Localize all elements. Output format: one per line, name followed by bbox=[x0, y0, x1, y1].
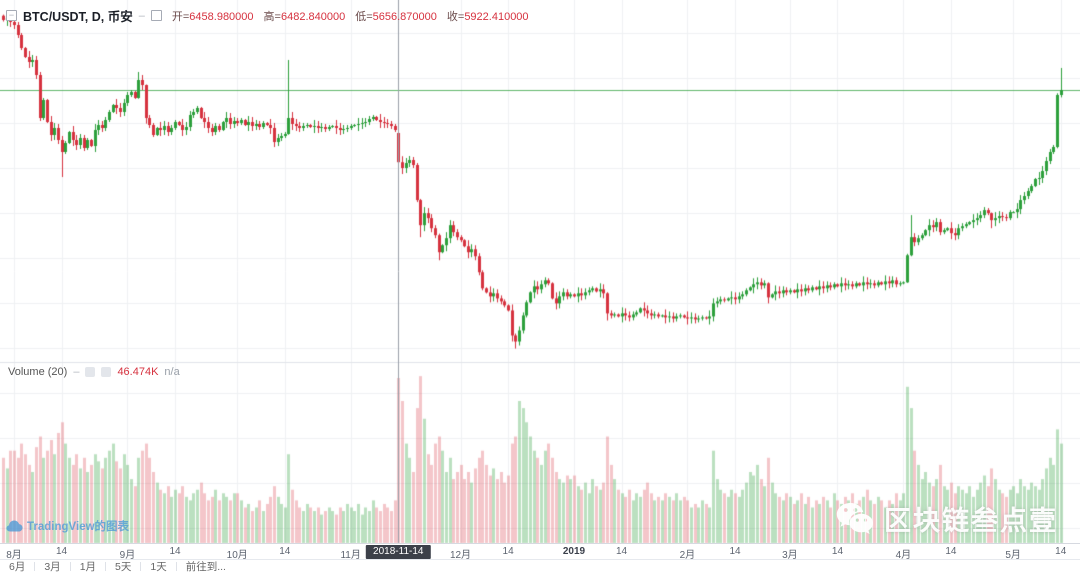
open-value: 6458.980000 bbox=[189, 10, 254, 23]
ohlc-readout: 开=6458.980000 高=6482.840000 低=5656.87000… bbox=[172, 8, 529, 24]
tradingview-logo-icon bbox=[6, 520, 23, 532]
time-tick: 14 bbox=[831, 546, 844, 557]
high-value: 6482.840000 bbox=[280, 10, 346, 23]
time-tick: 14 bbox=[729, 546, 741, 557]
time-tick: 14 bbox=[502, 546, 514, 557]
symbol-legend: − BTC/USDT, D, 币安 – 开=6458.980000 高=6482… bbox=[6, 6, 529, 25]
volume-legend: Volume (20) – 46.474K n/a bbox=[8, 366, 180, 378]
tradingview-attribution-text: TradingView的图表 bbox=[27, 521, 130, 533]
toolbar-separator bbox=[140, 562, 142, 571]
volume-dash: – bbox=[73, 366, 80, 378]
time-tick: 2019 bbox=[562, 546, 586, 557]
time-tick: 8月 bbox=[6, 550, 22, 561]
time-tick: 9月 bbox=[119, 550, 136, 561]
range-1m[interactable]: 1月 bbox=[79, 561, 97, 572]
wechat-watermark-text: 区块链叁点壹 bbox=[884, 506, 1058, 536]
collapse-pane-icon[interactable]: − bbox=[6, 10, 17, 21]
range-toolbar: 6月 3月 1月 5天 1天 前往到... bbox=[0, 559, 1080, 572]
time-axis[interactable]: 2018-11-14 8月 14 9月 14 10月 14 11月 12月 14 2019 14 2月… bbox=[0, 543, 1080, 561]
time-tick: 14 bbox=[615, 546, 628, 557]
low-value: 5656.870000 bbox=[372, 10, 437, 23]
volume-title: Volume (20) bbox=[8, 366, 68, 378]
range-5d[interactable]: 5天 bbox=[115, 561, 132, 572]
low-label: 低= bbox=[355, 10, 373, 23]
time-tick: 3月 bbox=[782, 550, 798, 561]
close-value: 5922.410000 bbox=[464, 10, 529, 23]
toolbar-separator bbox=[69, 562, 71, 571]
crosshair-date-tooltip: 2018-11-14 bbox=[366, 545, 431, 559]
volume-visibility-icon[interactable] bbox=[85, 367, 96, 377]
toolbar-separator bbox=[105, 562, 107, 571]
volume-settings-icon[interactable] bbox=[101, 367, 112, 377]
time-tick: 11月 bbox=[340, 550, 361, 561]
wechat-icon bbox=[836, 502, 873, 534]
close-label: 收= bbox=[446, 10, 465, 23]
time-tick: 2月 bbox=[679, 550, 696, 561]
time-tick: 14 bbox=[1055, 546, 1067, 557]
range-3m[interactable]: 3月 bbox=[44, 561, 61, 572]
high-label: 高= bbox=[263, 10, 281, 23]
time-tick: 5月 bbox=[1005, 550, 1021, 561]
goto-date-button[interactable]: 前往到... bbox=[185, 561, 226, 572]
symbol-settings-icon[interactable] bbox=[150, 10, 162, 21]
volume-value: 46.474K bbox=[117, 366, 159, 378]
open-label: 开= bbox=[171, 10, 190, 23]
time-tick: 14 bbox=[945, 546, 957, 557]
time-tick: 14 bbox=[55, 546, 68, 557]
range-6m[interactable]: 6月 bbox=[9, 561, 26, 572]
tradingview-attribution[interactable]: TradingView的图表 bbox=[6, 518, 129, 534]
time-tick: 4月 bbox=[895, 550, 912, 561]
range-1d[interactable]: 1天 bbox=[150, 561, 167, 572]
symbol-title: BTC/USDT, D, 币安 bbox=[23, 10, 133, 24]
toolbar-separator bbox=[34, 562, 36, 571]
wechat-watermark: 区块链叁点壹 bbox=[836, 499, 1058, 538]
volume-ma-value: n/a bbox=[164, 366, 180, 378]
time-tick: 14 bbox=[169, 546, 181, 557]
time-tick: 14 bbox=[279, 546, 291, 557]
legend-dash: – bbox=[138, 9, 145, 22]
toolbar-separator bbox=[175, 562, 177, 571]
time-tick: 10月 bbox=[226, 550, 248, 561]
time-tick: 12月 bbox=[449, 550, 472, 561]
